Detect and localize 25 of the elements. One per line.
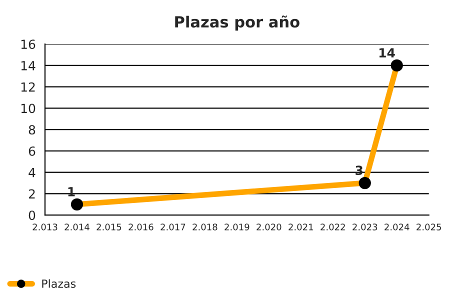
y-tick-label: 12: [21, 82, 35, 92]
x-tick-label: 2.018: [192, 224, 218, 230]
x-tick-label: 2.013: [32, 224, 58, 230]
y-tick-label: 2: [28, 189, 35, 198]
x-tick-label: 2.022: [320, 224, 345, 230]
legend-label: Plazas: [42, 279, 76, 288]
x-tick-label: 2.016: [128, 224, 154, 230]
y-tick-label: 10: [21, 104, 36, 114]
data-label: 14: [379, 48, 395, 58]
x-tick-label: 2.020: [256, 224, 282, 230]
x-tick-label: 2.023: [352, 224, 378, 230]
x-tick-label: 2.021: [288, 224, 313, 230]
y-tick-label: 16: [21, 40, 36, 50]
y-tick-label: 8: [28, 125, 36, 135]
x-tick-label: 2.015: [96, 224, 122, 230]
y-tick-label: 14: [21, 61, 36, 70]
x-tick-label: 2.025: [416, 224, 441, 230]
y-tick-label: 6: [28, 146, 36, 156]
x-tick-label: 2.017: [160, 224, 186, 230]
chart-title: Plazas por año: [175, 16, 300, 31]
x-tick-label: 2.014: [64, 224, 90, 230]
x-tick-label: 2.024: [384, 224, 410, 230]
x-tick-label: 2.019: [224, 224, 250, 230]
y-tick-label: 0: [28, 210, 36, 220]
y-tick-label: 4: [28, 168, 36, 178]
